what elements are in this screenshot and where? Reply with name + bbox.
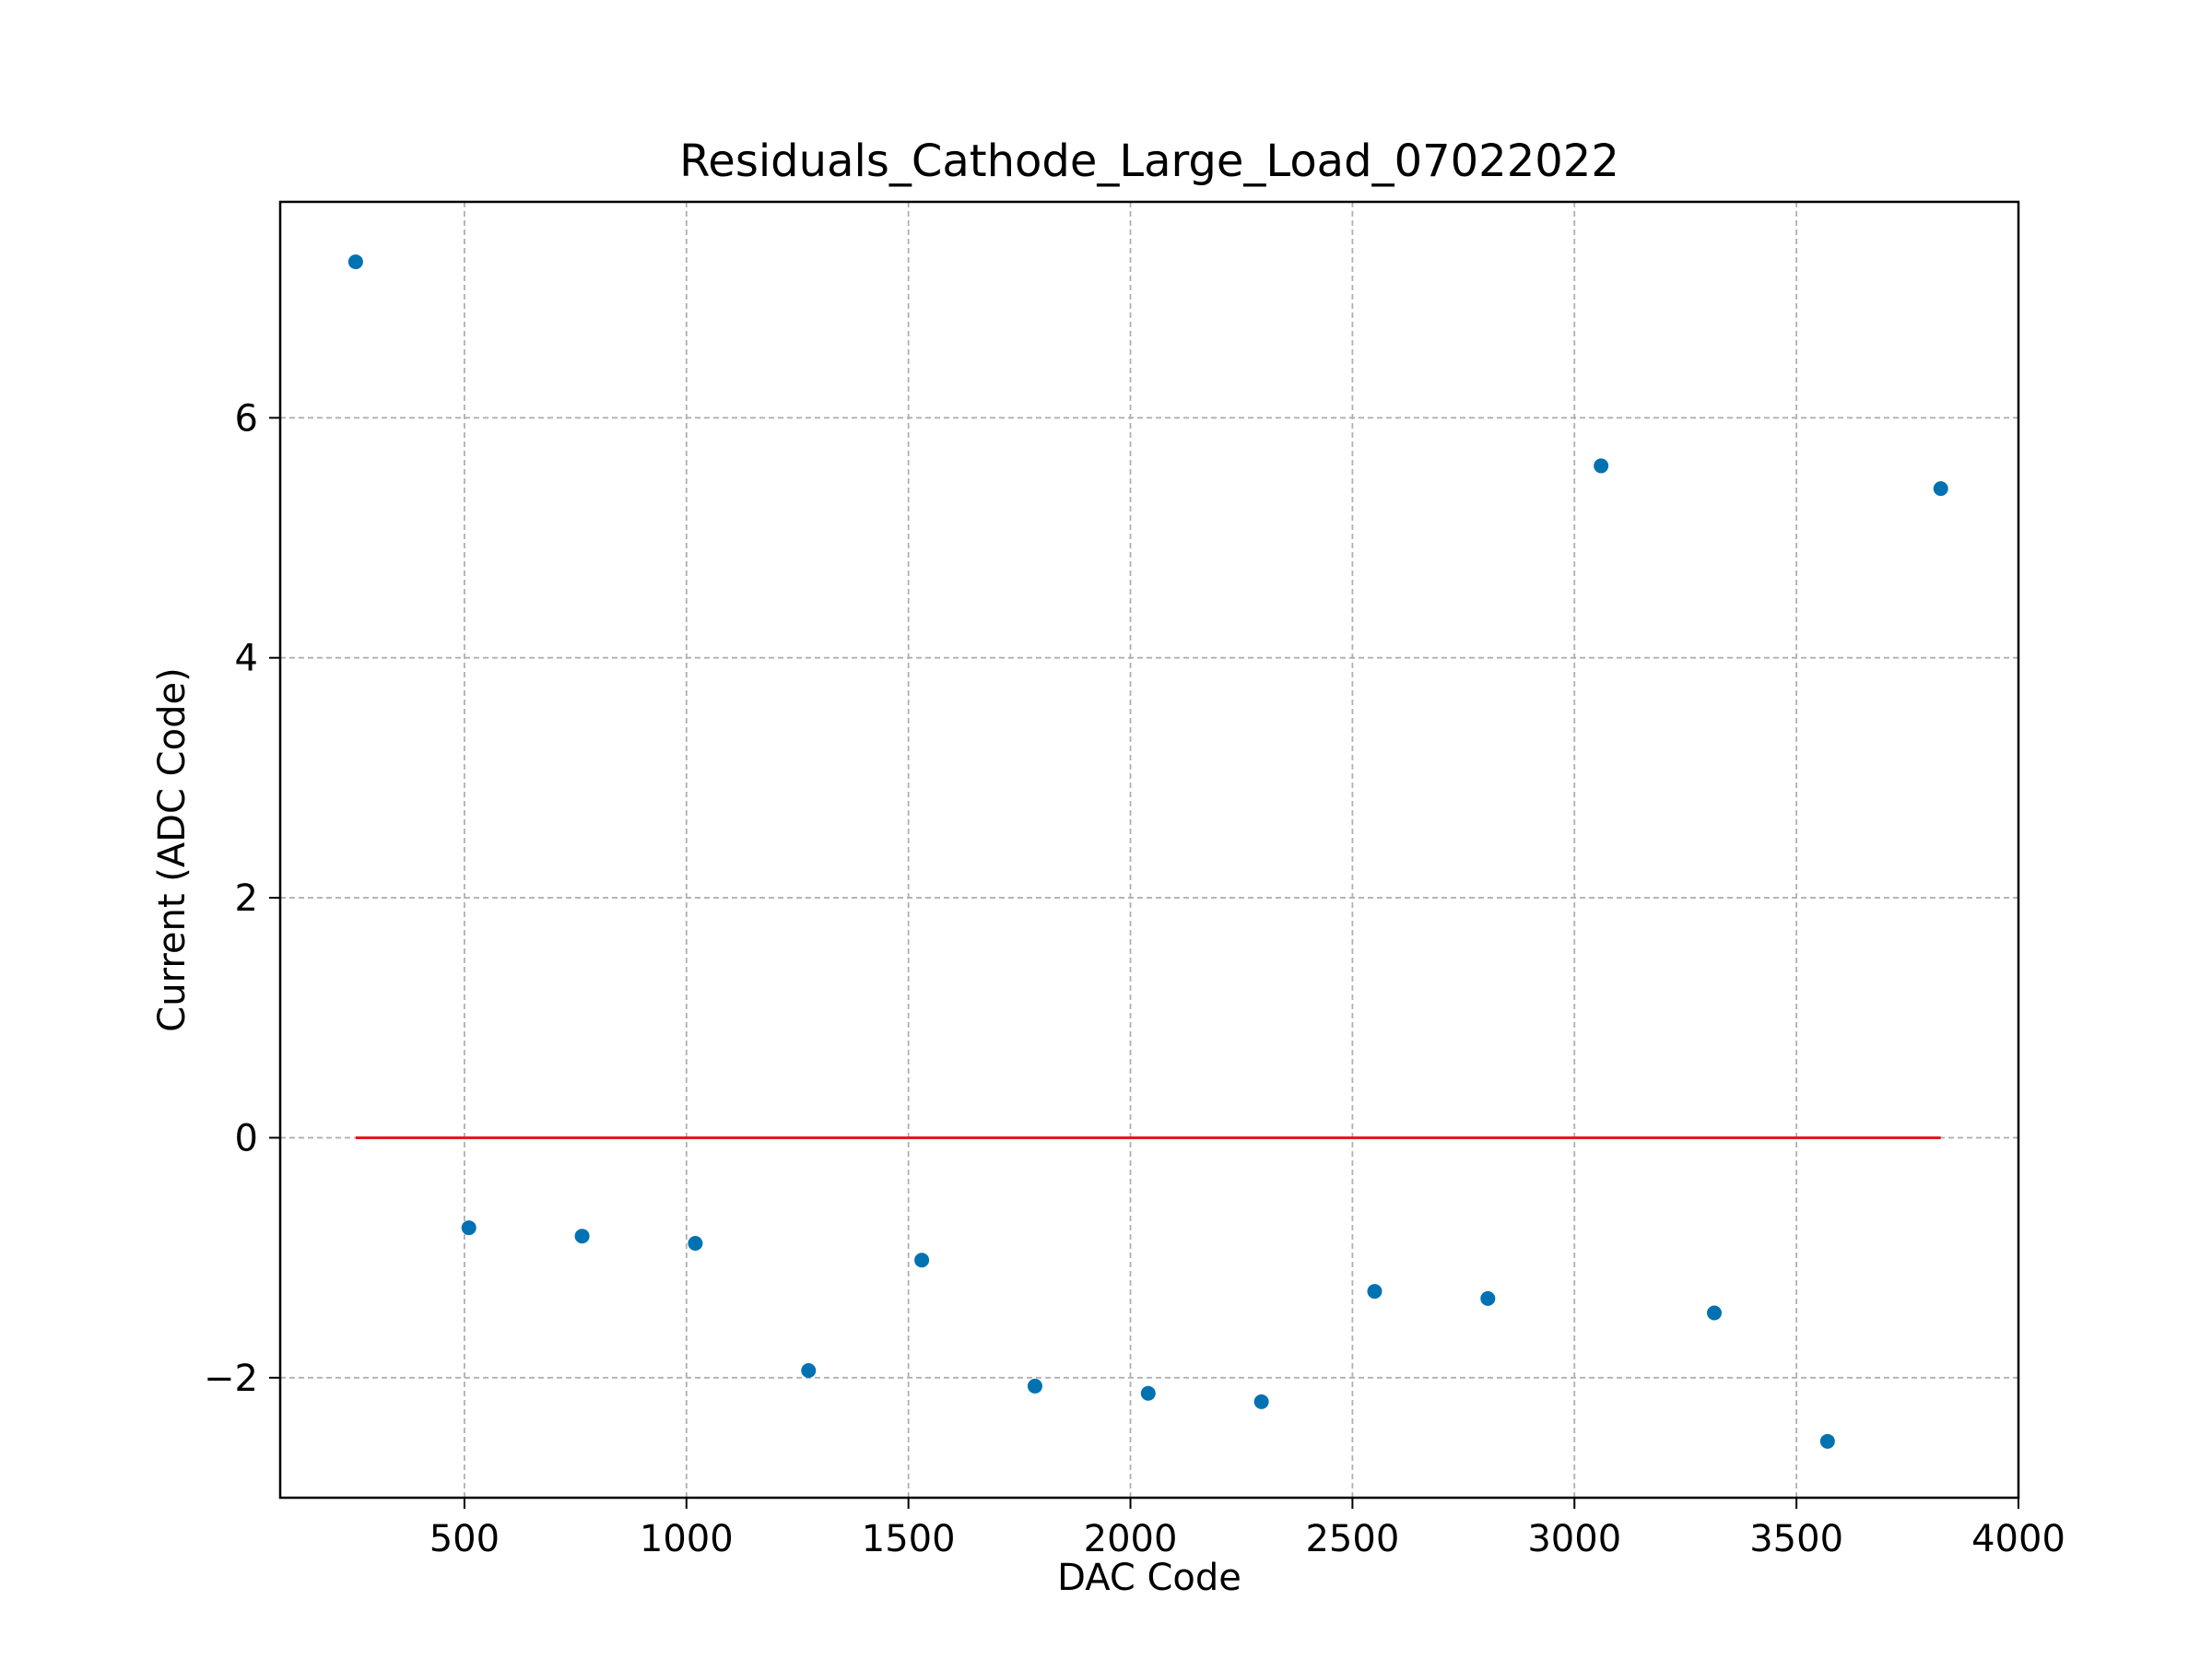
y-tick-label: 6 [235, 397, 258, 440]
data-point [1367, 1284, 1382, 1300]
data-point [347, 254, 363, 270]
data-point [1027, 1378, 1042, 1394]
data-point [1933, 481, 1948, 497]
data-points [347, 254, 1948, 1449]
x-tick-label: 2500 [1305, 1518, 1399, 1560]
x-tick-label: 500 [429, 1518, 500, 1560]
data-point [1253, 1394, 1269, 1409]
data-point [461, 1220, 477, 1236]
data-point [1819, 1433, 1835, 1449]
x-tick-label: 4000 [1971, 1518, 2065, 1560]
data-point [688, 1236, 703, 1252]
chart-title: Residuals_Cathode_Large_Load_07022022 [679, 135, 1619, 187]
data-point [1480, 1290, 1496, 1306]
data-point [801, 1363, 817, 1379]
data-point [914, 1253, 930, 1268]
x-tick-label: 1000 [640, 1518, 734, 1560]
y-tick-label: −2 [204, 1358, 258, 1400]
x-tick-label: 3500 [1749, 1518, 1843, 1560]
data-point [1707, 1305, 1723, 1321]
x-tick-label: 2000 [1084, 1518, 1178, 1560]
x-tick-label: 1500 [862, 1518, 956, 1560]
x-axis-label: DAC Code [1057, 1557, 1241, 1599]
plot-frame [278, 200, 2020, 1500]
data-point [1594, 458, 1609, 474]
y-axis-label: Current (ADC Code) [151, 667, 194, 1031]
data-point [1140, 1385, 1156, 1401]
y-tick-label: 2 [235, 877, 258, 920]
x-axis-ticks: 500 1000 1500 2000 2500 3000 3500 4000 [429, 1498, 2065, 1560]
y-tick-label: 0 [235, 1117, 258, 1159]
y-axis-ticks: −2 0 2 4 6 [204, 397, 280, 1400]
data-point [574, 1229, 590, 1244]
x-tick-label: 3000 [1527, 1518, 1621, 1560]
y-tick-label: 4 [235, 638, 258, 680]
